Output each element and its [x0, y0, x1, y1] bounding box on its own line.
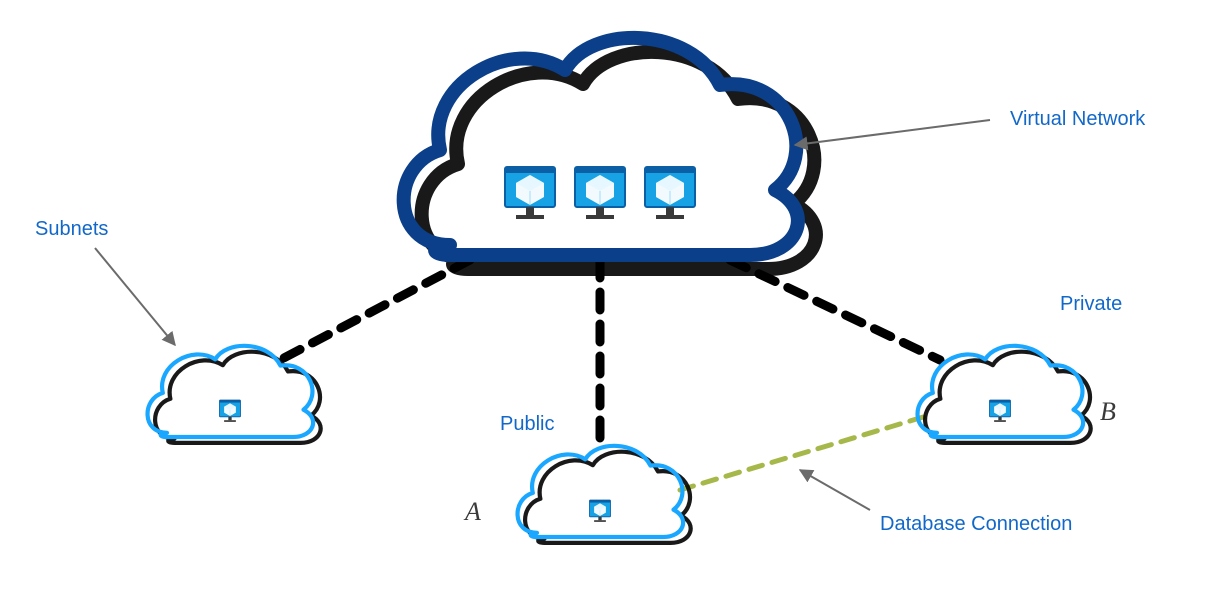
label-public: Public: [500, 413, 554, 435]
arrow-to-vnet: [795, 120, 990, 145]
clouds-layer: [148, 38, 1091, 543]
link-center-right: [680, 415, 930, 490]
cloud-left: [148, 346, 321, 443]
label-private: Private: [1060, 293, 1122, 315]
arrow-to-subnets: [95, 248, 175, 345]
vm-icon: [505, 167, 555, 219]
label-database_connection: Database Connection: [880, 513, 1072, 535]
vm-icon: [990, 400, 1011, 422]
link-main-left: [280, 260, 470, 360]
arrow-to-db: [800, 470, 870, 510]
vm-icon: [645, 167, 695, 219]
label-subnets: Subnets: [35, 218, 108, 240]
label-B: B: [1100, 397, 1116, 426]
diagram-canvas: Virtual Network Subnets Public Private Datab…: [0, 0, 1205, 593]
label-virtual_network: Virtual Network: [1010, 108, 1146, 130]
vm-icon: [575, 167, 625, 219]
links-layer: [280, 260, 940, 490]
label-A: A: [463, 497, 481, 526]
vm-icon: [590, 500, 611, 522]
cloud-center: [518, 446, 691, 543]
vm-icon: [220, 400, 241, 422]
cloud-main: [404, 38, 816, 269]
